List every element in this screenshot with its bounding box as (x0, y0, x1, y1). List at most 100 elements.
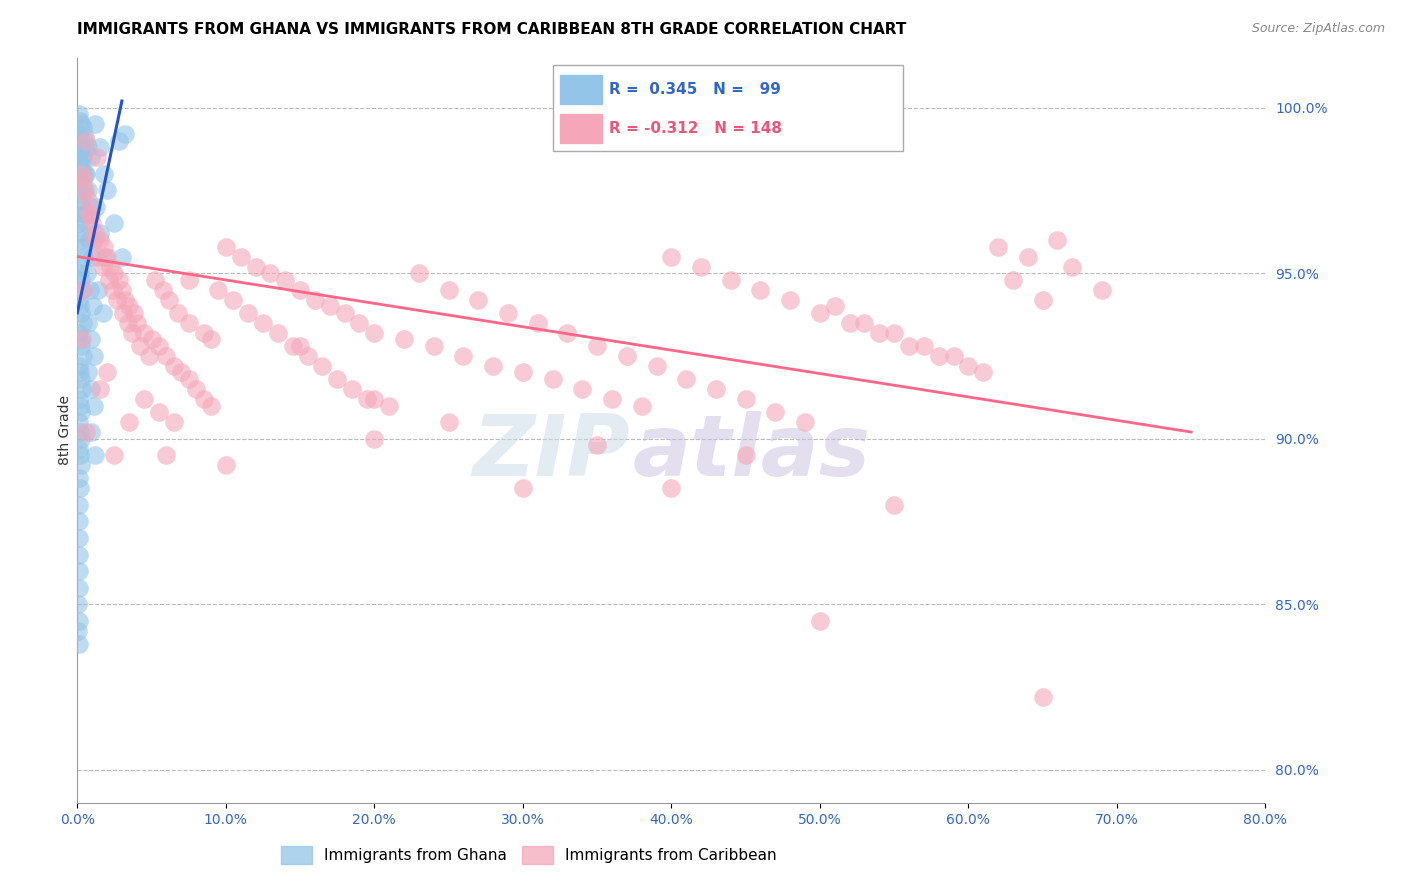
Point (114, 293, 136, 307)
Point (704, 382, 727, 396)
Point (69, 332, 91, 346)
Point (808, 306, 831, 320)
Point (89, 233, 111, 247)
Point (67, 531, 90, 545)
Point (541, 372, 564, 386)
Point (117, 316, 139, 330)
Point (76, 266, 98, 280)
Point (883, 498, 905, 512)
Point (69, 481, 91, 495)
Point (73, 183, 96, 197)
Point (141, 332, 163, 346)
Point (423, 339, 446, 353)
Point (69, 153, 91, 168)
Point (84, 448, 107, 462)
Point (734, 448, 756, 462)
Point (111, 250, 134, 264)
Point (720, 273, 742, 287)
Point (229, 250, 252, 264)
Point (912, 339, 935, 353)
Point (67, 107, 90, 121)
Point (67, 548, 90, 562)
Point (94, 250, 117, 264)
Point (215, 240, 238, 254)
Point (69, 448, 91, 462)
Point (67, 614, 90, 628)
Point (630, 399, 652, 413)
Point (96, 250, 118, 264)
Point (69, 399, 91, 413)
Point (121, 326, 143, 340)
Point (96, 366, 118, 380)
Point (177, 372, 200, 386)
Point (616, 349, 638, 363)
Point (67, 581, 90, 595)
Point (72, 349, 94, 363)
Point (482, 359, 505, 373)
Point (80, 382, 103, 396)
Point (67, 127, 90, 141)
Y-axis label: 8th Grade: 8th Grade (58, 395, 72, 466)
Point (76, 316, 98, 330)
Point (70, 432, 93, 446)
Point (69, 134, 91, 148)
Point (408, 266, 430, 280)
Point (101, 283, 124, 297)
Point (118, 299, 141, 313)
Point (69, 366, 91, 380)
Point (70, 458, 93, 472)
Point (67, 624, 90, 638)
Point (868, 326, 890, 340)
Point (125, 316, 148, 330)
Point (838, 316, 860, 330)
Point (972, 366, 994, 380)
Point (75, 217, 97, 231)
Point (77, 206, 100, 220)
Point (80, 332, 103, 346)
Point (467, 293, 489, 307)
Point (86, 150, 108, 164)
Point (80, 425, 103, 439)
Text: ZIP: ZIP (472, 411, 630, 494)
Point (75, 167, 97, 181)
Point (76, 194, 98, 208)
Point (87, 250, 110, 264)
Point (67, 147, 90, 161)
Point (70, 167, 93, 181)
Point (118, 415, 141, 429)
Point (152, 283, 174, 297)
Point (69, 425, 91, 439)
Point (80, 150, 103, 164)
Point (91, 260, 114, 274)
Point (1062, 260, 1084, 274)
Point (77, 183, 100, 197)
Point (987, 240, 1010, 254)
Point (512, 481, 534, 495)
Point (77, 233, 100, 247)
Point (1091, 283, 1114, 297)
Point (128, 339, 150, 353)
Point (76, 140, 98, 154)
Point (779, 293, 801, 307)
Point (108, 134, 131, 148)
Point (107, 293, 129, 307)
Point (134, 326, 156, 340)
Point (437, 415, 460, 429)
Point (87, 283, 110, 297)
Point (70, 372, 93, 386)
Point (163, 415, 186, 429)
Point (67, 217, 90, 231)
Point (67, 471, 90, 485)
Point (675, 372, 697, 386)
Point (586, 339, 609, 353)
Point (252, 316, 274, 330)
Point (69, 194, 91, 208)
Point (83, 399, 105, 413)
Point (67, 359, 90, 373)
Point (111, 283, 134, 297)
Point (84, 200, 107, 214)
Point (114, 127, 136, 141)
Point (297, 349, 319, 363)
Point (84, 227, 107, 241)
Point (163, 359, 186, 373)
